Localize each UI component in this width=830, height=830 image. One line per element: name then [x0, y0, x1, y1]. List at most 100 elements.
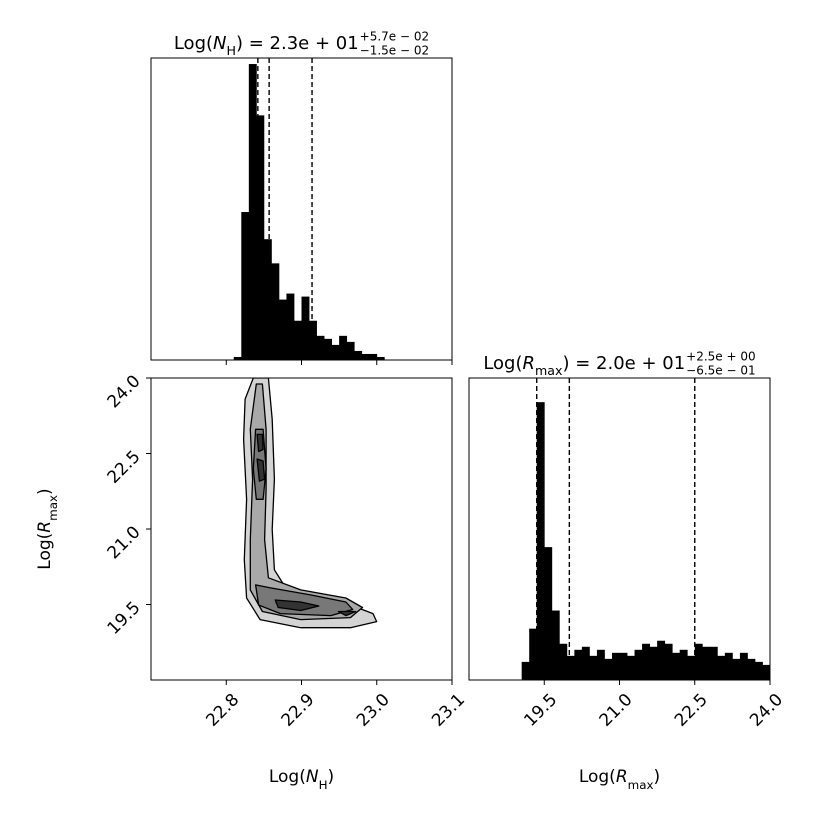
title-subscript: max: [535, 363, 563, 378]
bar: [679, 649, 688, 680]
bar: [634, 649, 643, 680]
bar: [762, 664, 771, 680]
x-tick-label: 23.0: [353, 690, 394, 731]
bar: [687, 655, 696, 680]
title: Log(Rmax) = 2.0e + 01: [483, 353, 685, 378]
bar: [596, 649, 605, 680]
contour-level: [337, 610, 357, 617]
x-tick-label: 23.1: [428, 690, 469, 731]
y-axis-label-suffix: ): [35, 488, 55, 495]
bar: [657, 640, 666, 680]
title-symbol: R: [523, 353, 536, 374]
bar: [709, 646, 718, 680]
title: Log(NH) = 2.3e + 01: [174, 33, 359, 58]
bar: [316, 335, 325, 360]
bar: [346, 341, 355, 360]
y-axis-label: Log(Rmax): [35, 488, 60, 569]
contour-level: [256, 458, 266, 482]
bar: [724, 652, 733, 680]
bar: [747, 658, 756, 680]
bar: [536, 402, 545, 680]
title-upper: +2.5e + 00: [686, 350, 755, 364]
contour-level: [256, 433, 264, 453]
bar: [376, 356, 385, 360]
bar: [354, 350, 363, 360]
y-tick-label: 21.0: [104, 522, 145, 563]
bar: [309, 320, 317, 360]
bar: [263, 239, 272, 360]
bar: [339, 335, 348, 360]
bar: [324, 338, 332, 360]
bar: [672, 652, 681, 680]
bar: [256, 115, 265, 360]
x-axis-label-suffix: ): [654, 767, 661, 787]
bar: [529, 628, 538, 680]
bar: [589, 655, 598, 680]
x-axis-label-symbol: N: [306, 767, 319, 787]
bar: [649, 646, 658, 680]
bar: [286, 293, 295, 360]
title-suffix: ) = 2.3e + 01: [236, 33, 359, 54]
y-tick-label: 19.5: [104, 598, 145, 639]
bar: [521, 661, 530, 680]
bar: [754, 661, 763, 680]
title-lower: −1.5e − 02: [360, 44, 429, 58]
bar: [566, 655, 575, 680]
axes-frame: [150, 377, 453, 681]
x-axis-label-prefix: Log(: [579, 767, 616, 787]
bar: [301, 296, 310, 360]
axes-frame: [468, 377, 771, 681]
bar: [293, 320, 302, 360]
title-symbol: N: [213, 33, 226, 54]
y-tick-label: 24.0: [104, 371, 145, 412]
x-tick-label: 22.5: [671, 690, 712, 731]
x-tick-label: 22.8: [202, 690, 243, 731]
bar: [278, 299, 287, 360]
bar: [331, 344, 340, 360]
bar: [611, 652, 620, 680]
x-axis-label-symbol: R: [616, 767, 628, 787]
bar: [271, 263, 280, 360]
y-tick-label: 22.5: [104, 447, 145, 488]
bar: [604, 658, 613, 680]
bar: [581, 646, 590, 680]
title-subscript: H: [227, 43, 236, 58]
x-axis-label-suffix: ): [328, 767, 335, 787]
bar: [361, 353, 370, 360]
bar: [739, 652, 748, 680]
bar: [369, 353, 378, 360]
x-tick-label: 21.0: [596, 690, 637, 731]
bar: [717, 655, 726, 680]
title-suffix: ) = 2.0e + 01: [562, 353, 685, 374]
contour-level: [274, 599, 320, 612]
title-prefix: Log(: [174, 33, 213, 54]
y-axis-label-subscript: max: [46, 495, 60, 521]
bar: [574, 649, 583, 680]
bar: [694, 643, 703, 680]
y-axis-label-prefix: Log(: [35, 533, 55, 570]
y-axis-label-symbol: R: [35, 521, 55, 533]
bar: [619, 652, 628, 680]
contour-group: [242, 378, 378, 629]
bar: [559, 643, 568, 680]
bar: [544, 547, 553, 680]
bar: [233, 356, 242, 360]
bar: [664, 643, 673, 680]
x-tick-label: 24.0: [746, 690, 787, 731]
bar: [551, 610, 560, 680]
x-axis-label: Log(NH): [269, 767, 334, 792]
bar: [642, 643, 650, 680]
x-axis-label-prefix: Log(: [269, 767, 306, 787]
bar: [241, 212, 250, 360]
x-axis-label-subscript: H: [319, 778, 328, 792]
bar: [702, 646, 711, 680]
title-lower: −6.5e − 01: [686, 364, 755, 378]
x-tick-label: 19.5: [520, 690, 561, 731]
x-axis-label: Log(Rmax): [579, 767, 660, 792]
x-axis-label-subscript: max: [628, 778, 654, 792]
x-tick-label: 22.9: [278, 690, 319, 731]
bar: [732, 658, 741, 680]
title-upper: +5.7e − 02: [360, 30, 429, 44]
